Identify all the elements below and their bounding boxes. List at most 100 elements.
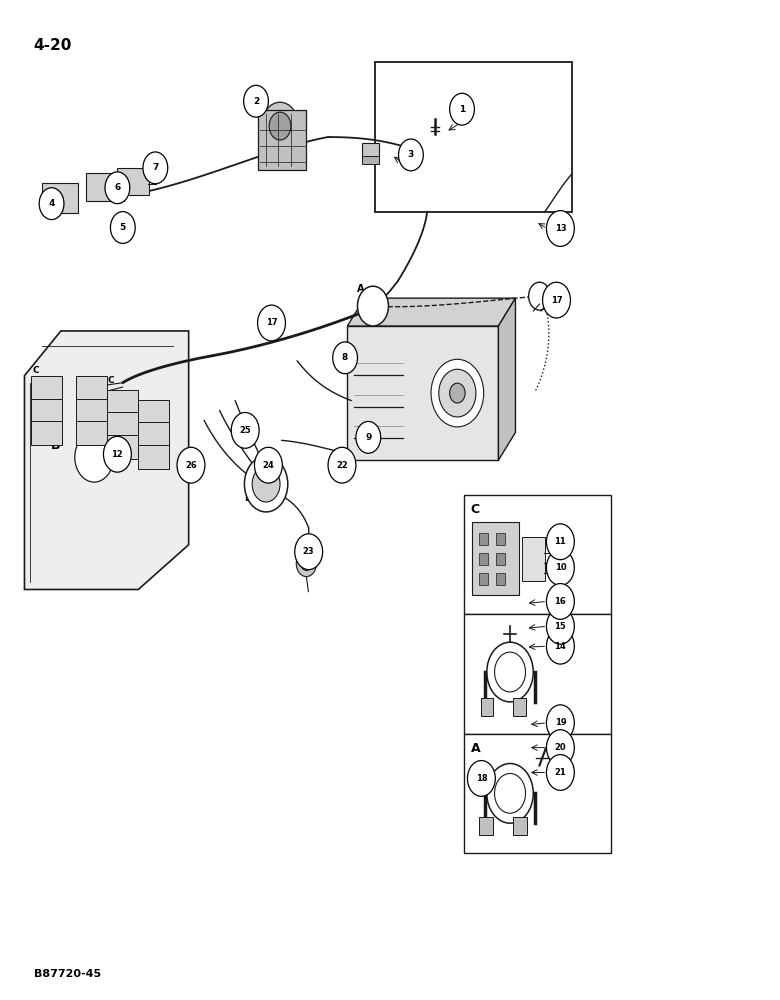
Bar (347, 326, 498, 460)
Circle shape (449, 383, 465, 403)
Text: 26: 26 (185, 461, 197, 470)
FancyBboxPatch shape (137, 400, 168, 423)
FancyBboxPatch shape (107, 435, 137, 459)
Bar (463, 614, 611, 734)
Text: 22: 22 (336, 461, 348, 470)
Text: 17: 17 (266, 318, 278, 327)
Text: 16: 16 (555, 597, 566, 606)
FancyBboxPatch shape (137, 422, 168, 446)
FancyBboxPatch shape (137, 445, 168, 469)
Circle shape (357, 286, 388, 326)
Text: 3: 3 (408, 150, 414, 159)
Bar (480, 698, 493, 716)
Bar (362, 143, 379, 159)
Circle shape (547, 211, 574, 246)
Text: A: A (356, 284, 364, 294)
Text: 20: 20 (555, 743, 566, 752)
Text: 23: 23 (303, 547, 314, 556)
Text: 15: 15 (555, 622, 566, 631)
Bar (496, 573, 505, 585)
Circle shape (547, 755, 574, 790)
Circle shape (487, 642, 534, 702)
Circle shape (301, 557, 312, 571)
Text: 13: 13 (555, 224, 566, 233)
Circle shape (543, 282, 570, 318)
Text: C: C (32, 388, 39, 397)
Circle shape (105, 172, 129, 204)
Circle shape (547, 550, 574, 586)
Bar (479, 533, 488, 545)
Circle shape (547, 608, 574, 644)
Text: 1: 1 (459, 105, 465, 114)
Polygon shape (24, 331, 189, 589)
Circle shape (399, 139, 424, 171)
Circle shape (104, 436, 131, 472)
FancyBboxPatch shape (42, 183, 78, 213)
Bar (258, 110, 307, 170)
Text: 2: 2 (253, 97, 259, 106)
Text: A: A (470, 742, 480, 755)
Circle shape (231, 412, 259, 448)
Text: 18: 18 (476, 774, 488, 783)
Circle shape (328, 447, 356, 483)
Circle shape (547, 628, 574, 664)
Circle shape (547, 584, 574, 619)
Text: 25: 25 (239, 426, 251, 435)
Circle shape (439, 369, 476, 417)
Text: 24: 24 (263, 461, 275, 470)
Circle shape (356, 421, 381, 453)
FancyBboxPatch shape (472, 522, 519, 595)
Circle shape (295, 534, 323, 570)
FancyBboxPatch shape (31, 421, 62, 445)
Text: 4: 4 (48, 199, 55, 208)
Circle shape (495, 652, 526, 692)
Bar (513, 698, 526, 716)
Text: 4-20: 4-20 (34, 38, 72, 53)
Circle shape (333, 342, 357, 374)
Bar (374, 62, 572, 212)
Bar (496, 553, 505, 565)
Text: C: C (108, 424, 114, 433)
Text: 21: 21 (555, 768, 566, 777)
Text: B: B (244, 493, 251, 503)
Text: 5: 5 (119, 223, 126, 232)
Text: B87720-45: B87720-45 (34, 969, 101, 979)
Text: B: B (51, 439, 60, 452)
FancyBboxPatch shape (31, 399, 62, 422)
Text: 19: 19 (555, 718, 566, 727)
Circle shape (431, 359, 484, 427)
Circle shape (529, 282, 551, 310)
Circle shape (111, 212, 135, 243)
Polygon shape (498, 298, 516, 460)
Circle shape (296, 551, 317, 577)
Circle shape (257, 305, 285, 341)
Text: 7: 7 (152, 163, 158, 172)
Circle shape (467, 761, 495, 796)
Text: 6: 6 (115, 183, 121, 192)
Text: 11: 11 (555, 537, 566, 546)
Circle shape (547, 524, 574, 560)
Circle shape (261, 102, 299, 150)
Bar (479, 573, 488, 585)
Circle shape (75, 432, 114, 482)
Circle shape (244, 456, 288, 512)
FancyBboxPatch shape (107, 390, 137, 413)
Text: C: C (108, 376, 114, 385)
FancyBboxPatch shape (117, 168, 149, 195)
Text: C: C (470, 503, 480, 516)
FancyBboxPatch shape (76, 376, 107, 400)
Text: 8: 8 (342, 353, 348, 362)
Bar (496, 533, 505, 545)
Bar (479, 817, 493, 835)
Circle shape (547, 705, 574, 741)
Text: C: C (108, 400, 114, 409)
Bar (463, 495, 611, 614)
Circle shape (449, 93, 474, 125)
Text: 9: 9 (365, 433, 371, 442)
Bar (513, 817, 527, 835)
Circle shape (39, 188, 64, 220)
FancyBboxPatch shape (522, 537, 545, 581)
Circle shape (269, 112, 291, 140)
Circle shape (495, 773, 526, 813)
Circle shape (177, 447, 205, 483)
